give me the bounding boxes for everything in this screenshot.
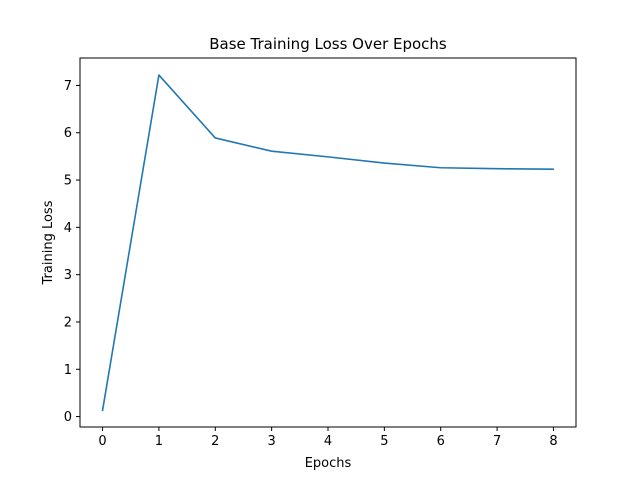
y-tick-label: 0 <box>64 410 72 425</box>
y-tick-label: 1 <box>64 363 72 378</box>
x-tick-label: 0 <box>98 434 106 449</box>
plot-area <box>101 74 555 412</box>
x-axis-title: Epochs <box>305 456 352 471</box>
y-tick-label: 7 <box>64 79 72 94</box>
x-tick-label: 7 <box>493 434 501 449</box>
y-tick-label: 3 <box>64 268 72 283</box>
training-loss-line <box>101 74 555 412</box>
y-tick-label: 5 <box>64 174 72 189</box>
x-tick-label: 2 <box>211 434 219 449</box>
y-tick-label: 6 <box>64 126 72 141</box>
x-axis: 0 1 2 3 4 5 6 7 8 <box>98 427 558 449</box>
x-tick-label: 8 <box>549 434 557 449</box>
x-tick-label: 4 <box>324 434 332 449</box>
x-tick-label: 5 <box>380 434 388 449</box>
y-axis-title: Training Loss <box>41 200 56 285</box>
x-tick-label: 1 <box>155 434 163 449</box>
chart-title: Base Training Loss Over Epochs <box>209 35 447 53</box>
x-tick-label: 6 <box>437 434 445 449</box>
x-tick-label: 3 <box>267 434 275 449</box>
y-axis: 0 1 2 3 4 5 6 7 <box>64 79 80 425</box>
y-tick-label: 4 <box>64 221 72 236</box>
y-tick-label: 2 <box>64 315 72 330</box>
